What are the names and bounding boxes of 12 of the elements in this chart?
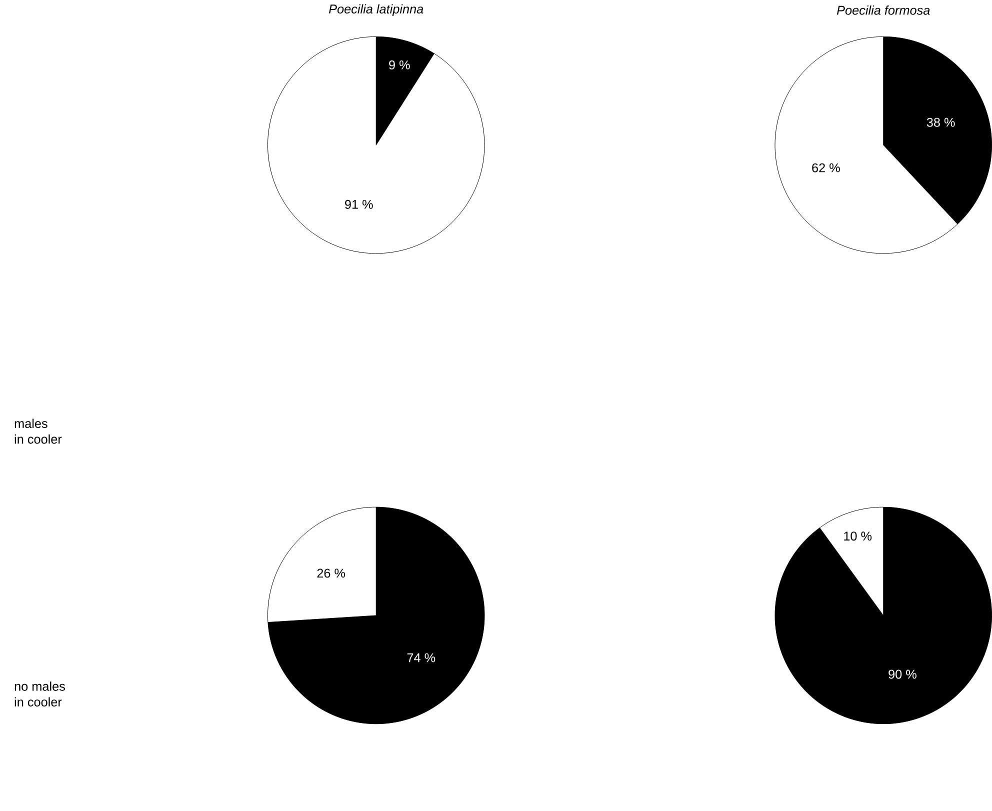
chart-title: Poecilia latipinna [328,4,424,16]
data-label: 9 % [389,60,410,70]
text: males in cooler [14,418,62,444]
data-label: 90 % [888,670,916,679]
data-label: 91 % [345,200,373,210]
data-label: 26 % [317,568,346,578]
data-label: 10 % [844,532,872,541]
text: no males in cooler [14,682,65,707]
data-label: 62 % [812,164,840,172]
data-label: 74 % [407,654,436,662]
data-label: 38 % [926,118,955,128]
chart-title: Poecilia formosa [836,6,930,15]
